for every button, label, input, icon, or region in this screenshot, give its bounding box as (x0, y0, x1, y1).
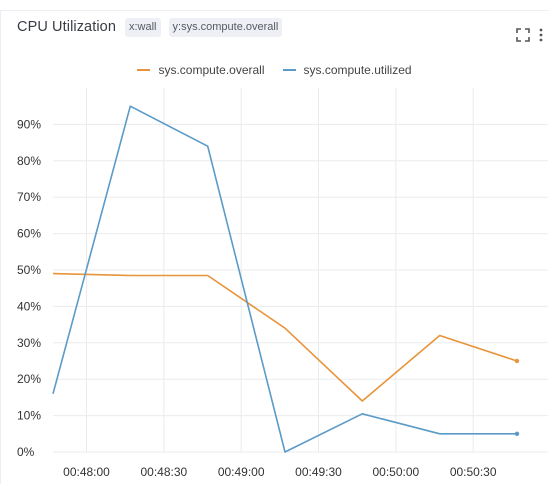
y-tick-label: 50% (17, 263, 41, 277)
x-tick-label: 00:50:30 (450, 465, 497, 479)
y-tick-label: 70% (17, 190, 41, 204)
series-point[interactable] (515, 432, 519, 436)
y-tick-label: 80% (17, 154, 41, 168)
y-tick-label: 10% (17, 409, 41, 423)
y-tick-label: 20% (17, 372, 41, 386)
x-tick-label: 00:50:00 (372, 465, 419, 479)
y-tick-label: 90% (17, 117, 41, 131)
grid-layer (53, 88, 548, 452)
x-tick-label: 00:48:00 (63, 465, 110, 479)
series-line-overall[interactable] (53, 274, 517, 401)
y-tick-label: 0% (17, 445, 35, 459)
x-tick-label: 00:49:00 (218, 465, 265, 479)
y-tick-label: 40% (17, 299, 41, 313)
series-line-utilized[interactable] (53, 106, 517, 452)
x-tick-label: 00:48:30 (140, 465, 187, 479)
series-layer (53, 106, 519, 452)
x-tick-label: 00:49:30 (295, 465, 342, 479)
series-point[interactable] (515, 359, 519, 363)
y-tick-label: 30% (17, 336, 41, 350)
y-tick-label: 60% (17, 227, 41, 241)
tick-label-layer: 0% 10% 20% 30% 40% 50% 60% 70% 80% 90% 00:48:00 00:… (17, 117, 497, 479)
